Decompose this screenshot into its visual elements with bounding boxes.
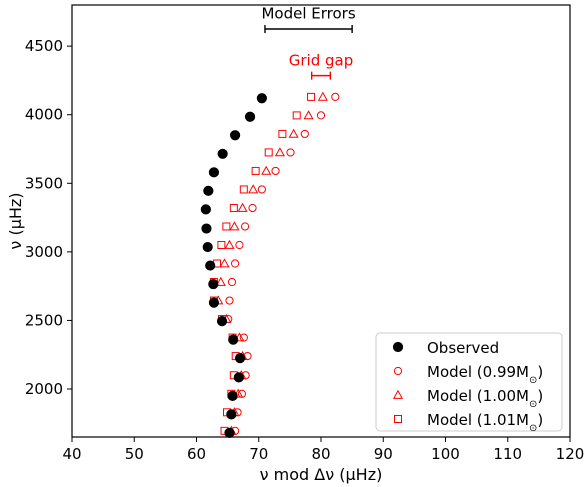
data-point: [331, 92, 340, 101]
annotation-label: Grid gap: [289, 51, 353, 69]
y-tick-label: 3000: [25, 243, 63, 261]
data-point: [219, 258, 230, 268]
data-point: [228, 334, 239, 345]
legend-marker: [394, 415, 402, 423]
x-tick-label: 70: [249, 445, 268, 463]
data-point: [229, 130, 241, 141]
y-axis: 2000 2500 3000 3500 4000 4500: [25, 37, 72, 398]
y-tick-label: 3500: [25, 174, 63, 192]
legend-label: Model (1.01M⊙): [427, 411, 543, 434]
x-tick-label: 50: [125, 445, 144, 463]
x-tick-label: 40: [62, 445, 81, 463]
data-point: [234, 353, 246, 364]
data-point: [248, 184, 259, 194]
legend-label-subscript: ⊙: [529, 375, 537, 386]
data-point: [244, 111, 256, 122]
data-point: [248, 203, 257, 213]
x-tick-label: 60: [187, 445, 206, 463]
data-point: [200, 204, 211, 215]
y-axis-title: ν (μHz): [6, 192, 25, 249]
data-point: [251, 166, 260, 175]
data-point: [225, 296, 234, 305]
y-tick-label: 2500: [25, 311, 63, 329]
y-tick-label: 2000: [25, 380, 63, 398]
legend-label-subscript: ⊙: [529, 423, 537, 434]
legend-label: Observed: [427, 339, 499, 357]
x-tick-label: 90: [374, 445, 393, 463]
data-point: [224, 239, 235, 249]
data-point: [292, 111, 301, 120]
data-point: [203, 185, 214, 196]
data-point: [261, 165, 272, 175]
data-point: [208, 297, 220, 308]
data-point: [286, 148, 295, 157]
data-point: [224, 427, 235, 438]
legend: Observed Model (0.99M⊙)Model (1.00M⊙)Mode…: [375, 332, 563, 434]
data-point: [229, 203, 238, 212]
x-axis: 40 50 60 70 80 90 100 110 120: [62, 437, 584, 463]
data-point: [271, 166, 280, 176]
data-point: [227, 390, 238, 401]
legend-label: Model (1.00M⊙): [427, 387, 543, 410]
data-point: [303, 110, 314, 120]
legend-label: Model (0.99M⊙): [427, 363, 543, 386]
data-point: [202, 241, 213, 253]
x-tick-label: 120: [556, 445, 584, 463]
data-point: [205, 260, 216, 271]
data-point: [257, 185, 266, 194]
data-point: [288, 128, 299, 138]
data-point: [216, 316, 228, 327]
data-point: [237, 202, 248, 212]
data-point: [229, 221, 240, 231]
data-point: [208, 278, 219, 290]
legend-label-tail: ): [537, 387, 543, 405]
data-point: [226, 409, 237, 420]
x-tick-label: 80: [311, 445, 330, 463]
legend-marker: [392, 341, 404, 353]
data-point: [201, 223, 212, 234]
data-point: [240, 222, 250, 231]
data-point: [307, 92, 316, 101]
legend-label-tail: ): [537, 363, 543, 381]
legend-box: [375, 332, 563, 432]
x-tick-label: 110: [493, 445, 522, 463]
legend-marker: [392, 389, 404, 399]
data-point: [227, 277, 237, 287]
data-point: [278, 129, 287, 138]
legend-label-tail: ): [537, 411, 543, 429]
y-tick-label: 4500: [25, 37, 63, 55]
x-axis-title: ν mod Δν (μHz): [260, 465, 383, 484]
data-point: [233, 372, 244, 383]
data-point: [217, 148, 228, 159]
data-point: [235, 240, 244, 250]
legend-marker: [393, 366, 403, 376]
data-point: [230, 259, 240, 268]
plot-layer: [200, 91, 340, 438]
data-point: [256, 93, 267, 104]
data-point: [274, 147, 285, 157]
data-point: [239, 185, 248, 194]
data-point: [237, 389, 247, 398]
data-point: [222, 222, 231, 231]
annotations: Model Errors Grid gap: [261, 5, 356, 80]
data-point: [264, 148, 273, 157]
data-point: [208, 167, 220, 178]
y-tick-label: 4000: [25, 106, 63, 124]
data-point: [300, 129, 309, 139]
annotation-label: Model Errors: [261, 5, 355, 23]
data-point: [317, 91, 328, 101]
data-point: [316, 111, 326, 120]
data-point: [239, 333, 248, 342]
x-tick-label: 100: [431, 445, 460, 463]
data-point: [215, 276, 226, 286]
legend-label-subscript: ⊙: [529, 399, 537, 410]
data-point: [217, 241, 226, 249]
